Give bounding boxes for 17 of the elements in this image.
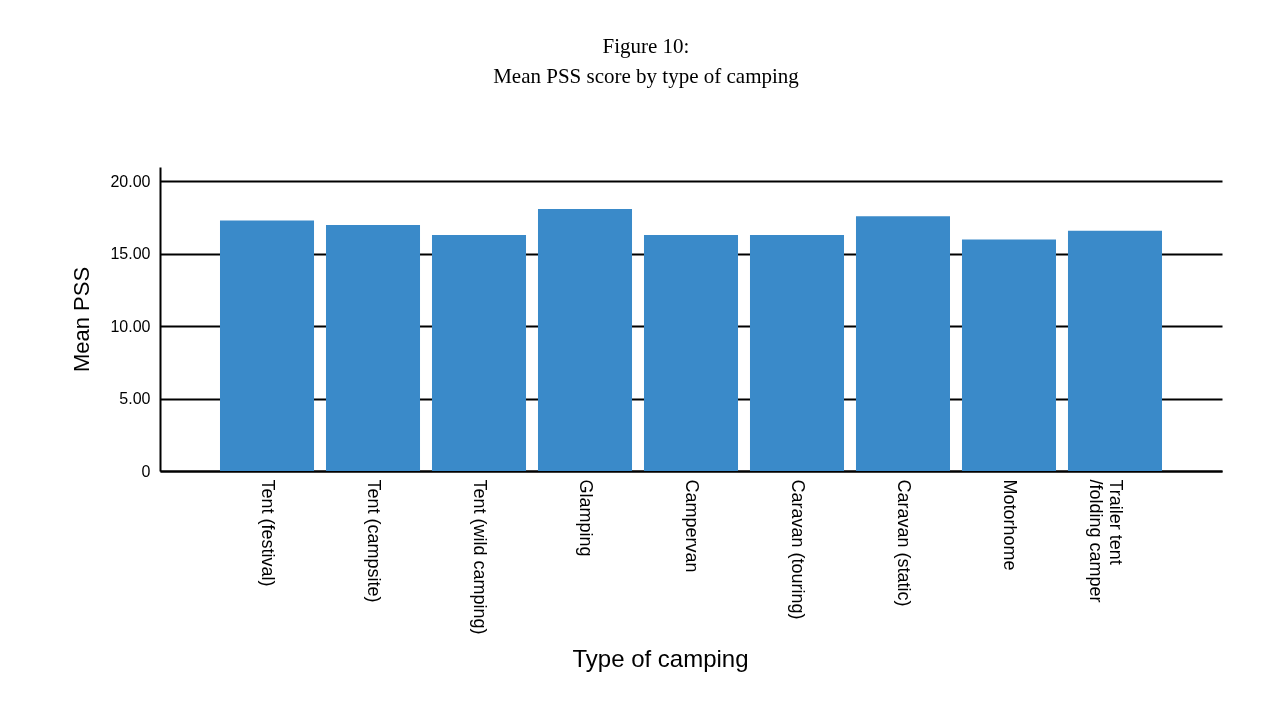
x-tick-label: Tent (wild camping) xyxy=(470,479,490,635)
x-tick-label: Caravan (touring) xyxy=(788,479,808,620)
chart-title: Figure 10: Mean PSS score by type of camping xyxy=(493,34,800,88)
y-tick-label: 20.00 xyxy=(110,172,151,190)
x-tick-label: Motorhome xyxy=(1000,479,1020,571)
x-tick-label: Tent (festival) xyxy=(258,479,279,587)
x-tick-label: Tent (campsite) xyxy=(364,479,384,603)
y-tick-label: 15.00 xyxy=(110,245,151,263)
x-tick-label: Caravan (static) xyxy=(894,479,914,607)
x-axis-title: Type of camping xyxy=(572,644,749,672)
x-tick-label: Trailer tent /folding camper xyxy=(1085,479,1126,603)
y-tick-label: 0 xyxy=(141,462,151,480)
y-tick-label: 5.00 xyxy=(119,390,151,408)
x-tick-label: Campervan xyxy=(682,479,702,573)
y-axis-title: Mean PSS xyxy=(69,266,95,373)
y-tick-label: 10.00 xyxy=(110,317,151,335)
x-tick-label: Glamping xyxy=(576,479,596,557)
